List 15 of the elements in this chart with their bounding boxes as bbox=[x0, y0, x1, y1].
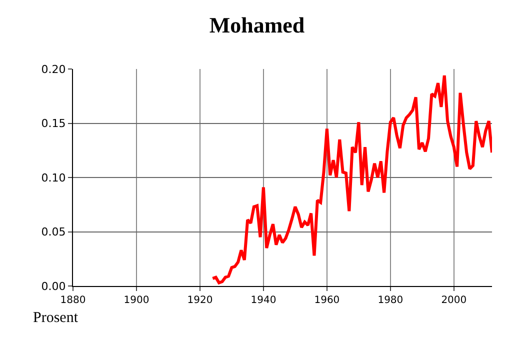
chart-title: Mohamed bbox=[209, 12, 305, 38]
x-tick-label: 1960 bbox=[314, 295, 340, 306]
x-tick-label: 1900 bbox=[124, 295, 150, 306]
y-tick-label: 0.20 bbox=[41, 62, 66, 76]
x-tick-label: 1940 bbox=[250, 295, 276, 306]
x-tick-label: 2000 bbox=[441, 295, 467, 306]
y-tick-label: 0.05 bbox=[41, 226, 66, 239]
line-series bbox=[211, 74, 492, 284]
y-tick-label: 0.10 bbox=[41, 171, 66, 184]
y-tick-label: 0.15 bbox=[41, 117, 66, 130]
x-tick-label: 1980 bbox=[378, 295, 404, 306]
y-tick-label: 0.00 bbox=[41, 280, 66, 293]
text: Prosent bbox=[33, 310, 79, 326]
x-tick-label: 1880 bbox=[60, 295, 86, 306]
x-tick-label: 1920 bbox=[187, 295, 213, 306]
